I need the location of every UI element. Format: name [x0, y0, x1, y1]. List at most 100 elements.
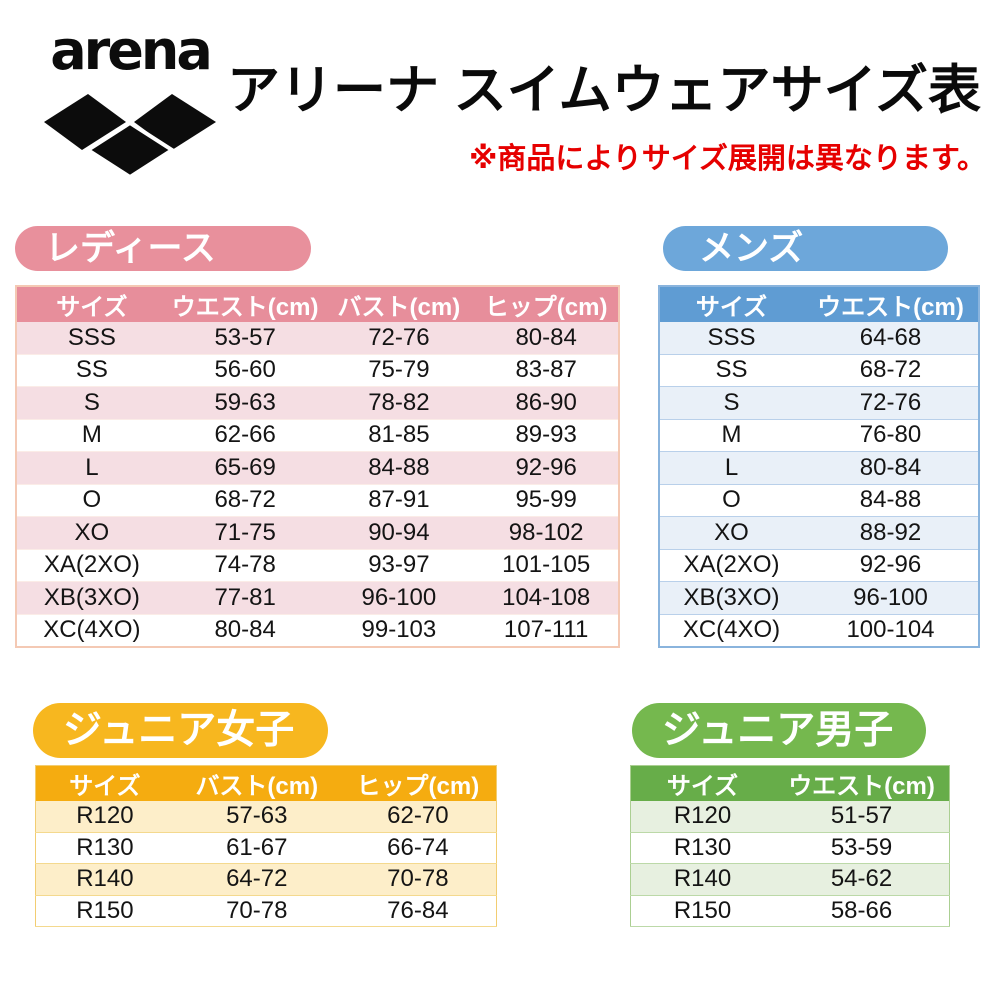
measurement-cell: 100-104 — [803, 614, 979, 648]
size-cell: O — [16, 484, 167, 517]
arena-wordmark: arena — [50, 19, 213, 82]
table-row: O 84-88 — [659, 484, 979, 517]
size-cell: SSS — [659, 322, 803, 355]
ladies-size-table: サイズ ウエスト(cm) バスト(cm) ヒップ(cm) SSS 53-57 72-76 80… — [15, 285, 620, 648]
size-cell: SS — [16, 354, 167, 387]
table-row: M 76-80 — [659, 419, 979, 452]
junior-girls-size-table: サイズ バスト(cm) ヒップ(cm) R120 57-63 62-70 R130 61-67… — [35, 765, 497, 927]
measurement-cell: 81-85 — [323, 419, 475, 452]
junior-girls-badge: ジュニア女子 — [33, 703, 328, 758]
measurement-cell: 104-108 — [474, 581, 619, 615]
measurement-cell: 68-72 — [803, 354, 979, 387]
measurement-cell: 76-84 — [339, 895, 497, 927]
table-row: SS 56-60 75-79 83-87 — [16, 354, 619, 387]
size-cell: M — [16, 419, 167, 452]
size-cell: R120 — [35, 801, 174, 833]
table-row: R140 54-62 — [630, 863, 950, 896]
header-row: サイズ バスト(cm) ヒップ(cm) — [35, 765, 497, 801]
size-cell: R120 — [630, 801, 775, 833]
measurement-cell: 92-96 — [803, 549, 979, 582]
table-row: R130 53-59 — [630, 832, 950, 864]
table-row: R120 51-57 — [630, 801, 950, 833]
column-header: ヒップ(cm) — [474, 286, 619, 322]
measurement-cell: 57-63 — [173, 801, 340, 833]
table-row: SS 68-72 — [659, 354, 979, 387]
table-row: XA(2XO) 92-96 — [659, 549, 979, 582]
mens-badge: メンズ — [663, 226, 948, 271]
measurement-cell: 70-78 — [339, 863, 497, 896]
header-row: サイズ ウエスト(cm) バスト(cm) ヒップ(cm) — [16, 286, 619, 322]
page-title: アリーナ スイムウェアサイズ表 — [226, 61, 982, 120]
mens-size-table: サイズ ウエスト(cm) SSS 64-68 SS 68-72 S 72-76 M 76-80 L 8… — [658, 285, 980, 648]
measurement-cell: 64-68 — [803, 322, 979, 355]
measurement-cell: 80-84 — [166, 614, 324, 648]
measurement-cell: 61-67 — [173, 832, 340, 864]
measurement-cell: 99-103 — [323, 614, 475, 648]
measurement-cell: 76-80 — [803, 419, 979, 452]
measurement-cell: 88-92 — [803, 516, 979, 550]
measurement-cell: 65-69 — [166, 451, 324, 485]
size-cell: R140 — [35, 863, 174, 896]
size-cell: XO — [16, 516, 167, 550]
size-cell: XA(2XO) — [16, 549, 167, 582]
measurement-cell: 84-88 — [803, 484, 979, 517]
table-row: L 80-84 — [659, 451, 979, 485]
arena-diamonds-icon — [28, 81, 232, 186]
size-cell: XB(3XO) — [659, 581, 803, 615]
measurement-cell: 53-57 — [166, 322, 324, 355]
size-disclaimer-note: ※商品によりサイズ展開は異なります。 — [469, 143, 986, 175]
measurement-cell: 95-99 — [474, 484, 619, 517]
column-header: サイズ — [659, 286, 803, 322]
measurement-cell: 98-102 — [474, 516, 619, 550]
table-row: XC(4XO) 100-104 — [659, 614, 979, 648]
column-header: サイズ — [35, 765, 174, 801]
table-row: SSS 64-68 — [659, 322, 979, 355]
arena-logo: arena — [28, 24, 232, 186]
measurement-cell: 90-94 — [323, 516, 475, 550]
table-row: R140 64-72 70-78 — [35, 863, 497, 896]
header-row: サイズ ウエスト(cm) — [659, 286, 979, 322]
table-row: R150 70-78 76-84 — [35, 895, 497, 927]
measurement-cell: 54-62 — [774, 863, 950, 896]
column-header: ウエスト(cm) — [774, 765, 950, 801]
measurement-cell: 70-78 — [173, 895, 340, 927]
size-cell: O — [659, 484, 803, 517]
column-header: サイズ — [16, 286, 167, 322]
measurement-cell: 71-75 — [166, 516, 324, 550]
column-header: ウエスト(cm) — [803, 286, 979, 322]
size-cell: XA(2XO) — [659, 549, 803, 582]
measurement-cell: 56-60 — [166, 354, 324, 387]
size-cell: R150 — [35, 895, 174, 927]
measurement-cell: 101-105 — [474, 549, 619, 582]
size-cell: R130 — [35, 832, 174, 864]
measurement-cell: 58-66 — [774, 895, 950, 927]
table-row: R150 58-66 — [630, 895, 950, 927]
size-cell: SSS — [16, 322, 167, 355]
table-row: L 65-69 84-88 92-96 — [16, 451, 619, 485]
measurement-cell: 80-84 — [803, 451, 979, 485]
size-cell: R130 — [630, 832, 775, 864]
measurement-cell: 59-63 — [166, 386, 324, 420]
table-row: SSS 53-57 72-76 80-84 — [16, 322, 619, 355]
size-cell: S — [16, 386, 167, 420]
table-row: XB(3XO) 77-81 96-100 104-108 — [16, 581, 619, 615]
table-row: XB(3XO) 96-100 — [659, 581, 979, 615]
size-cell: R140 — [630, 863, 775, 896]
size-cell: SS — [659, 354, 803, 387]
column-header: ウエスト(cm) — [166, 286, 324, 322]
measurement-cell: 80-84 — [474, 322, 619, 355]
size-cell: XO — [659, 516, 803, 550]
junior-boys-size-table: サイズ ウエスト(cm) R120 51-57 R130 53-59 R140 54-62 R1… — [630, 765, 950, 927]
size-cell: R150 — [630, 895, 775, 927]
measurement-cell: 72-76 — [803, 386, 979, 420]
measurement-cell: 96-100 — [803, 581, 979, 615]
measurement-cell: 68-72 — [166, 484, 324, 517]
table-row: M 62-66 81-85 89-93 — [16, 419, 619, 452]
table-row: XC(4XO) 80-84 99-103 107-111 — [16, 614, 619, 648]
column-header: サイズ — [630, 765, 775, 801]
size-cell: XC(4XO) — [16, 614, 167, 648]
junior-boys-badge: ジュニア男子 — [632, 703, 926, 758]
measurement-cell: 107-111 — [474, 614, 619, 648]
measurement-cell: 86-90 — [474, 386, 619, 420]
